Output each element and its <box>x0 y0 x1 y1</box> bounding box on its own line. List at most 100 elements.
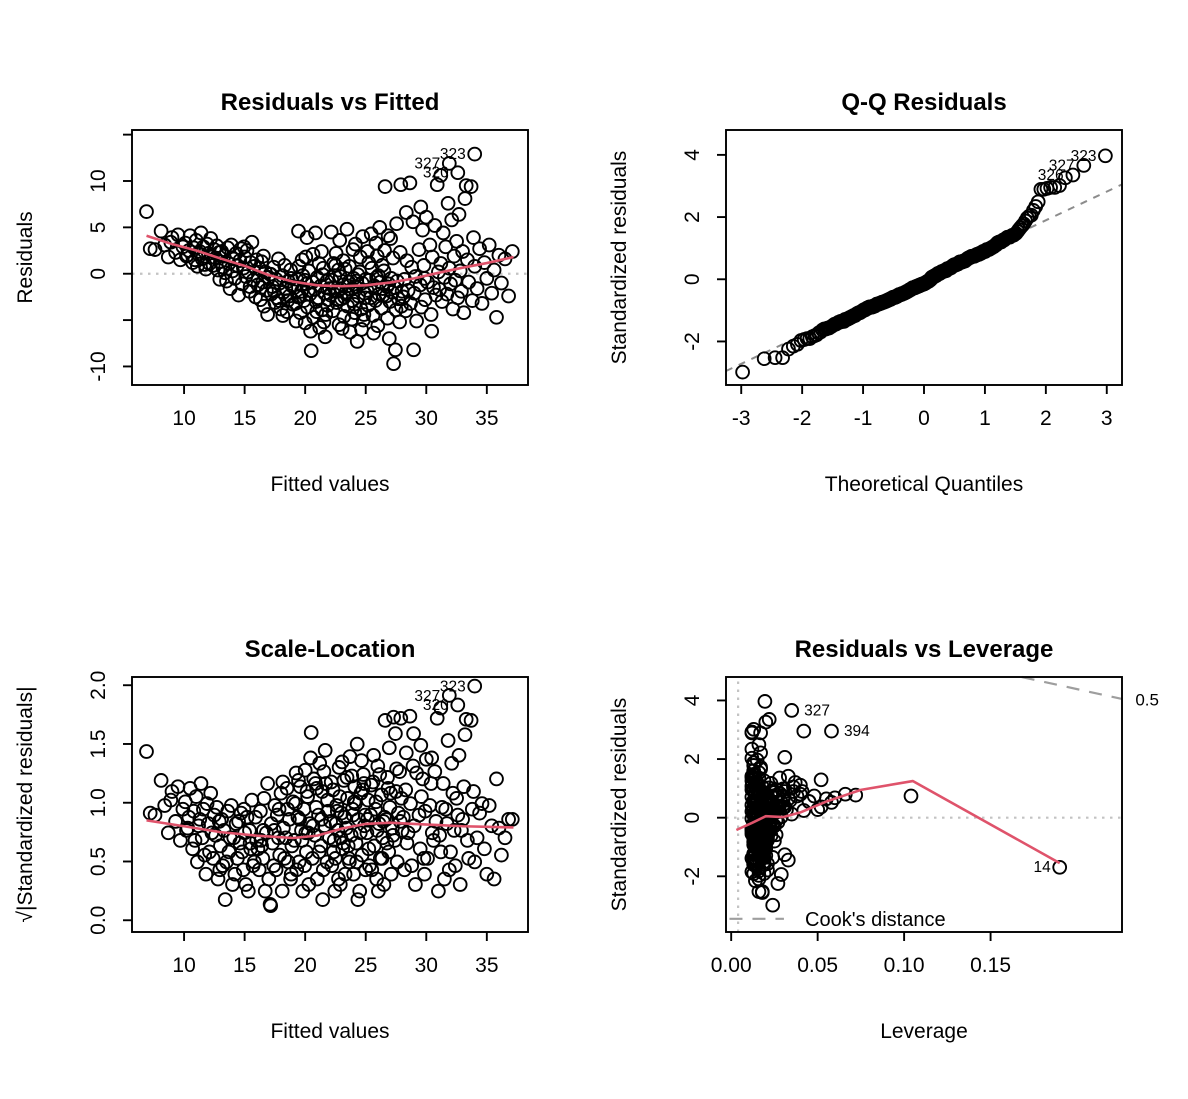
data-point <box>456 305 472 321</box>
data-point <box>467 678 483 694</box>
data-point <box>454 283 469 299</box>
data-point <box>345 242 361 257</box>
point-id-label: 320 <box>423 697 449 714</box>
data-point <box>329 798 345 813</box>
data-point <box>398 303 414 319</box>
data-point <box>406 726 421 741</box>
data-point <box>260 776 275 791</box>
data-point <box>469 281 485 296</box>
panel-rvf: 10 15 20 25 30 35 -10 0 5 10 Residuals vs Fitted Fi… <box>14 89 529 496</box>
x-tick-label: 35 <box>475 954 498 977</box>
data-point <box>317 742 333 758</box>
x-tick-label: 1 <box>979 407 991 430</box>
data-point <box>215 858 231 874</box>
data-point <box>160 825 176 841</box>
data-point <box>408 877 423 892</box>
x-tick-label: 25 <box>354 954 377 977</box>
data-point <box>246 854 262 870</box>
x-tick-label: 30 <box>415 954 438 977</box>
data-point <box>238 877 254 892</box>
data-point <box>452 263 468 279</box>
data-point <box>299 230 315 245</box>
y-tick-label: -2 <box>681 867 704 886</box>
data-point <box>744 724 760 740</box>
y-tick-label: 4 <box>681 149 704 161</box>
y-tick-label: 0 <box>87 268 110 280</box>
point-id-label: 327 <box>804 702 830 719</box>
data-point <box>303 750 318 766</box>
data-point <box>777 784 793 799</box>
y-tick-label: 0 <box>681 273 704 285</box>
data-point <box>434 294 450 309</box>
data-point <box>413 199 429 215</box>
data-point <box>438 801 454 817</box>
data-point <box>319 854 335 870</box>
data-point <box>415 771 430 787</box>
x-tick-label: 10 <box>172 954 195 977</box>
x-tick-label: 35 <box>475 407 498 430</box>
panel-qq: -3 -2 -1 0 1 2 3 -2 0 2 4 Q-Q Residuals Theoretical … <box>608 89 1123 496</box>
data-point <box>746 782 762 798</box>
data-point <box>1076 158 1092 173</box>
data-point <box>377 713 393 728</box>
y-tick-label: -2 <box>681 332 704 351</box>
point-id-label: 327 <box>414 155 440 172</box>
data-point <box>409 313 424 329</box>
data-point <box>1065 167 1081 183</box>
data-point <box>765 897 781 913</box>
y-axis-title: Residuals <box>14 211 37 303</box>
cook-line <box>1021 675 1123 701</box>
data-point <box>360 811 375 827</box>
data-point <box>380 770 395 785</box>
data-point <box>331 871 346 887</box>
data-point <box>763 788 779 804</box>
data-point <box>323 774 339 790</box>
data-point <box>756 351 772 367</box>
data-point <box>775 781 791 797</box>
data-point <box>429 177 445 193</box>
data-point <box>349 736 365 752</box>
data-point <box>412 841 428 857</box>
sl-points <box>139 678 520 914</box>
data-point <box>240 883 256 899</box>
data-point <box>466 230 481 245</box>
qq-points <box>735 148 1113 380</box>
data-point <box>350 267 366 283</box>
data-point <box>466 784 481 799</box>
data-point <box>1052 859 1068 875</box>
data-point <box>236 801 252 817</box>
data-point <box>292 288 308 304</box>
data-point <box>339 221 355 237</box>
data-point <box>343 827 359 843</box>
data-point <box>903 788 919 804</box>
data-point <box>486 262 502 278</box>
point-id-label: 323 <box>440 146 466 163</box>
data-point <box>433 168 449 183</box>
data-point <box>291 773 306 788</box>
y-tick-label: 2 <box>681 211 704 223</box>
y-tick-label: 2 <box>681 753 704 765</box>
y-axis-title: Standardized residuals <box>608 151 631 365</box>
data-point <box>474 296 490 311</box>
data-point <box>392 764 407 779</box>
data-point <box>449 790 464 806</box>
data-point <box>431 883 446 899</box>
x-tick-label: 15 <box>233 407 256 430</box>
x-tick-label: 20 <box>293 954 316 977</box>
data-point <box>139 204 154 219</box>
data-point <box>428 814 444 829</box>
data-point <box>303 343 319 359</box>
y-tick-label: 1.0 <box>87 788 110 817</box>
data-point <box>455 244 470 259</box>
data-point <box>824 723 839 739</box>
data-point <box>313 838 329 854</box>
x-tick-label: 2 <box>1040 407 1052 430</box>
point-id-label: 320 <box>423 165 449 182</box>
data-point <box>352 883 368 899</box>
data-point <box>303 725 319 740</box>
data-point <box>308 225 323 241</box>
data-point <box>288 765 304 781</box>
data-point <box>746 721 762 737</box>
data-point <box>268 862 284 878</box>
